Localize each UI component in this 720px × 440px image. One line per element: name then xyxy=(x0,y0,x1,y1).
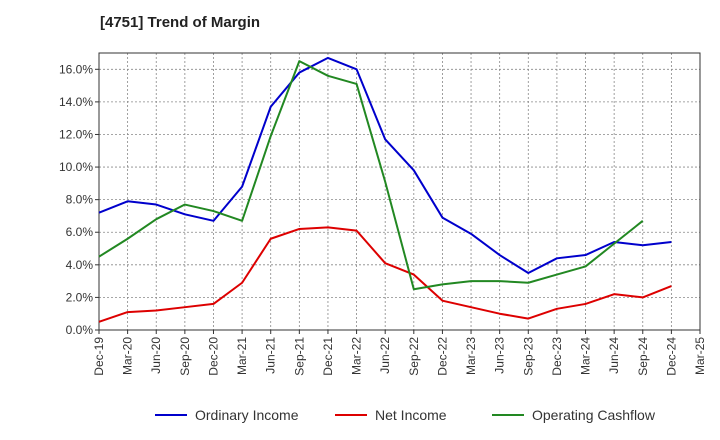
legend-label: Ordinary Income xyxy=(195,407,299,423)
series-line-2 xyxy=(98,60,644,291)
y-tick-label: 6.0% xyxy=(66,225,94,239)
y-tick-label: 12.0% xyxy=(59,127,93,141)
x-tick-label: Sep-20 xyxy=(178,337,192,376)
legend-label: Operating Cashflow xyxy=(532,407,656,423)
x-tick-label: Dec-24 xyxy=(664,337,678,376)
x-tick-label: Sep-23 xyxy=(521,337,535,376)
series-line-0 xyxy=(98,56,672,274)
x-tick-label: Dec-22 xyxy=(435,337,449,376)
y-tick-label: 0.0% xyxy=(66,323,94,337)
y-tick-label: 16.0% xyxy=(59,62,93,76)
x-tick-label: Dec-23 xyxy=(550,337,564,376)
axis-layer: 0.0% 2.0% 4.0% 6.0% 8.0% 10.0% 12.0% 14.0% 16.0%… xyxy=(59,52,707,376)
y-tick-label: 4.0% xyxy=(66,258,94,272)
x-tick-label: Sep-24 xyxy=(636,337,650,376)
x-tick-label: Dec-19 xyxy=(92,337,106,376)
y-tick-label: 14.0% xyxy=(59,95,93,109)
x-tick-label: Mar-25 xyxy=(693,337,707,375)
legend: Ordinary Income Net Income Operating Cashf… xyxy=(155,407,656,423)
x-tick-label: Dec-21 xyxy=(321,337,335,376)
x-tick-label: Jun-23 xyxy=(493,337,507,374)
x-tick-label: Sep-21 xyxy=(292,337,306,376)
x-tick-label: Dec-20 xyxy=(206,337,220,376)
x-tick-label: Mar-22 xyxy=(350,337,364,375)
x-tick-label: Sep-22 xyxy=(407,337,421,376)
x-tick-label: Jun-22 xyxy=(378,337,392,374)
y-tick-label: 2.0% xyxy=(66,290,94,304)
x-tick-label: Mar-23 xyxy=(464,337,478,375)
x-tick-label: Mar-24 xyxy=(579,337,593,375)
legend-label: Net Income xyxy=(375,407,447,423)
x-tick-label: Mar-21 xyxy=(235,337,249,375)
grid-layer xyxy=(99,53,700,330)
y-tick-label: 8.0% xyxy=(66,193,94,207)
plot-frame xyxy=(98,52,701,331)
x-tick-label: Mar-20 xyxy=(121,337,135,375)
chart-title: [4751] Trend of Margin xyxy=(100,14,261,31)
series-line-1 xyxy=(98,226,672,323)
x-tick-label: Jun-20 xyxy=(149,337,163,374)
series-layer xyxy=(98,56,672,323)
x-tick-label: Jun-24 xyxy=(607,337,621,374)
y-tick-label: 10.0% xyxy=(59,160,93,174)
x-tick-label: Jun-21 xyxy=(264,337,278,374)
